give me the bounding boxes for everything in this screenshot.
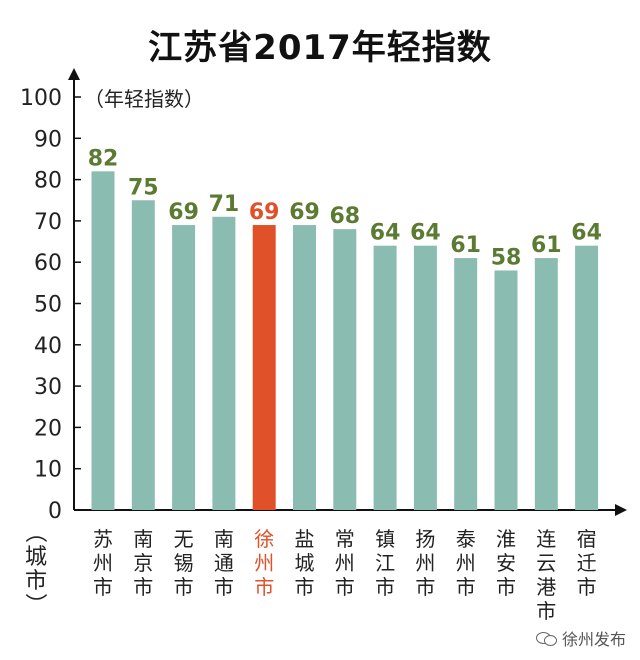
y-tick-label: 100 bbox=[20, 86, 62, 111]
bar bbox=[494, 270, 518, 510]
bar bbox=[212, 216, 236, 510]
data-label: 61 bbox=[450, 233, 481, 258]
category-label: 市 bbox=[214, 575, 234, 599]
data-label: 69 bbox=[289, 200, 320, 225]
data-label: 71 bbox=[209, 192, 240, 217]
bar bbox=[172, 225, 196, 510]
bar bbox=[373, 245, 397, 510]
category-label: 港 bbox=[536, 575, 556, 599]
category-label: 迁 bbox=[577, 551, 597, 575]
bar bbox=[293, 225, 316, 510]
y-tick-label: 90 bbox=[34, 127, 62, 152]
category-label: 锡 bbox=[174, 551, 194, 575]
y-tick-label: 50 bbox=[34, 293, 62, 318]
category-label: 市 bbox=[456, 575, 476, 599]
y-axis-arrow bbox=[68, 68, 80, 80]
category-label: 宿 bbox=[577, 527, 597, 551]
y-tick-label: 70 bbox=[34, 210, 62, 235]
bar bbox=[333, 229, 357, 510]
category-label: 徐 bbox=[254, 527, 274, 551]
category-label: 市 bbox=[93, 575, 113, 599]
category-label: 州 bbox=[456, 551, 476, 575]
bar bbox=[575, 245, 599, 510]
category-label: 淮 bbox=[496, 527, 516, 551]
category-label: 京 bbox=[133, 551, 153, 575]
bar bbox=[252, 225, 276, 510]
watermark: 徐州发布 bbox=[535, 626, 626, 650]
category-label: 镇 bbox=[375, 527, 395, 551]
data-label: 68 bbox=[329, 204, 360, 229]
x-axis-label: 城 bbox=[25, 545, 47, 570]
category-label: 州 bbox=[415, 551, 435, 575]
category-label: 盐 bbox=[295, 527, 315, 551]
bar bbox=[454, 258, 478, 510]
data-label: 69 bbox=[249, 200, 280, 225]
category-label: 市 bbox=[295, 575, 315, 599]
y-tick-label: 20 bbox=[34, 416, 62, 441]
category-label: 泰 bbox=[456, 527, 476, 551]
category-label: 苏 bbox=[93, 527, 113, 551]
data-label: 64 bbox=[571, 221, 602, 246]
data-label: 58 bbox=[491, 245, 522, 270]
y-tick-label: 40 bbox=[34, 334, 62, 359]
y-tick-label: 80 bbox=[34, 169, 62, 194]
data-label: 61 bbox=[531, 233, 562, 258]
y-tick-label: 10 bbox=[34, 458, 62, 483]
bar bbox=[131, 200, 155, 510]
x-axis-label: ） bbox=[22, 593, 47, 615]
y-tick-label: 30 bbox=[34, 375, 62, 400]
category-label: 州 bbox=[254, 551, 274, 575]
category-label: 市 bbox=[174, 575, 194, 599]
category-label: 市 bbox=[254, 575, 274, 599]
watermark-text: 徐州发布 bbox=[561, 630, 626, 649]
category-label: 市 bbox=[335, 575, 355, 599]
y-axis-label: （年轻指数） bbox=[84, 87, 204, 111]
category-label: 州 bbox=[335, 551, 355, 575]
category-label: 市 bbox=[496, 575, 516, 599]
bar bbox=[534, 258, 558, 510]
category-label: 南 bbox=[133, 527, 153, 551]
data-label: 75 bbox=[128, 175, 159, 200]
data-label: 69 bbox=[168, 200, 199, 225]
y-tick-label: 0 bbox=[48, 499, 62, 524]
category-label: 市 bbox=[577, 575, 597, 599]
category-label: 连 bbox=[536, 527, 556, 551]
category-label: 市 bbox=[375, 575, 395, 599]
data-label: 64 bbox=[410, 221, 441, 246]
x-axis-label: 市 bbox=[25, 569, 47, 594]
category-label: 云 bbox=[536, 551, 556, 575]
category-label: 城 bbox=[295, 551, 315, 575]
category-label: 市 bbox=[415, 575, 435, 599]
data-label: 82 bbox=[88, 146, 119, 171]
y-tick-label: 60 bbox=[34, 251, 62, 276]
category-label: 市 bbox=[133, 575, 153, 599]
x-axis-label: （ bbox=[22, 521, 47, 543]
data-label: 64 bbox=[370, 221, 401, 246]
category-label: 常 bbox=[335, 527, 355, 551]
category-label: 安 bbox=[496, 551, 516, 575]
chart-title: 江苏省2017年轻指数 bbox=[148, 28, 492, 68]
wechat-icon bbox=[535, 630, 558, 646]
category-label: 扬 bbox=[415, 527, 435, 551]
category-label: 无 bbox=[174, 527, 194, 551]
bar bbox=[413, 245, 437, 510]
x-axis-arrow bbox=[615, 504, 627, 516]
category-label: 市 bbox=[536, 599, 556, 623]
bar bbox=[91, 171, 115, 510]
category-label: 通 bbox=[214, 551, 234, 575]
category-label: 南 bbox=[214, 527, 234, 551]
category-label: 州 bbox=[93, 551, 113, 575]
category-label: 江 bbox=[375, 551, 395, 575]
